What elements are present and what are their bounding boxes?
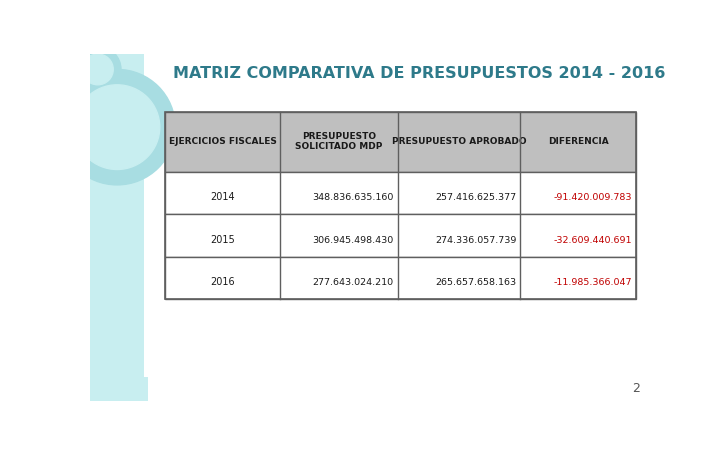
Bar [165, 214, 636, 256]
Bar [165, 172, 636, 214]
Text: DIFERENCIA: DIFERENCIA [548, 137, 608, 146]
Text: 277.643.024.210: 277.643.024.210 [312, 278, 394, 287]
Text: -32.609.440.691: -32.609.440.691 [554, 236, 632, 245]
Text: EJERCICIOS FISCALES: EJERCICIOS FISCALES [168, 137, 276, 146]
Text: 2016: 2016 [210, 277, 235, 287]
Text: 306.945.498.430: 306.945.498.430 [312, 236, 394, 245]
Text: MATRIZ COMPARATIVA DE PRESUPUESTOS 2014 - 2016: MATRIZ COMPARATIVA DE PRESUPUESTOS 2014 … [173, 66, 665, 81]
Bar [90, 378, 148, 401]
Text: 348.836.635.160: 348.836.635.160 [312, 194, 394, 202]
Circle shape [59, 69, 175, 185]
Text: PRESUPUESTO APROBADO: PRESUPUESTO APROBADO [392, 137, 526, 146]
Circle shape [74, 85, 160, 170]
Circle shape [82, 54, 113, 85]
Bar [165, 112, 636, 172]
Text: 257.416.625.377: 257.416.625.377 [435, 194, 516, 202]
Text: 2: 2 [632, 382, 640, 396]
Bar [90, 54, 144, 400]
Circle shape [74, 46, 121, 93]
Text: 2014: 2014 [210, 192, 235, 202]
Bar [165, 256, 636, 299]
Text: PRESUPUESTO
SOLICITADO MDP: PRESUPUESTO SOLICITADO MDP [295, 132, 382, 152]
Text: -91.420.009.783: -91.420.009.783 [554, 194, 632, 202]
Text: -11.985.366.047: -11.985.366.047 [554, 278, 632, 287]
Text: 265.657.658.163: 265.657.658.163 [435, 278, 516, 287]
Bar [165, 112, 636, 299]
Text: 2015: 2015 [210, 234, 235, 245]
Text: 274.336.057.739: 274.336.057.739 [435, 236, 516, 245]
